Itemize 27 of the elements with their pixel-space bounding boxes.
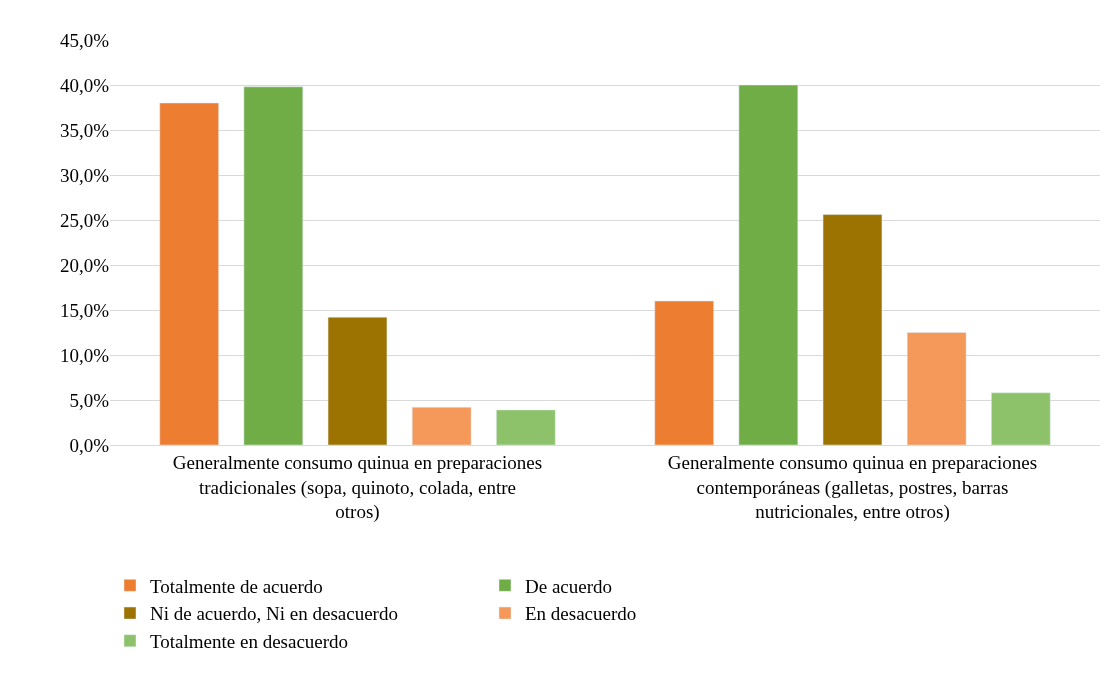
legend-label: Ni de acuerdo, Ni en desacuerdo [150, 603, 398, 625]
y-tick-label: 5,0% [69, 389, 110, 411]
bar [159, 102, 219, 445]
bar [496, 409, 556, 445]
bar [654, 300, 714, 445]
bar [738, 84, 799, 445]
y-tick-label: 15,0% [59, 299, 110, 321]
bar [822, 214, 883, 445]
y-tick-label: 20,0% [59, 254, 110, 276]
y-tick-label: 25,0% [59, 209, 110, 231]
legend-label: En desacuerdo [525, 603, 637, 625]
legend-label: Totalmente en desacuerdo [150, 631, 349, 653]
y-tick-label: 30,0% [59, 164, 110, 186]
bar [411, 406, 472, 445]
y-tick-label: 35,0% [59, 119, 110, 141]
bar [327, 316, 388, 445]
y-tick-label: 45,0% [59, 29, 110, 51]
legend-label: De acuerdo [525, 575, 613, 597]
y-tick-label: 0,0% [69, 434, 110, 456]
bar [906, 332, 967, 445]
y-tick-label: 10,0% [59, 344, 110, 366]
legend-label: Totalmente de acuerdo [150, 575, 323, 597]
bar [243, 86, 304, 445]
bar [991, 392, 1051, 445]
y-tick-label: 40,0% [59, 74, 110, 96]
x-tick-label: Generalmente consumo quinua en preparaciones tradicionales (sopa, quinoto, colada, entre otros) [172, 451, 543, 524]
x-tick-label: Generalmente consumo quinua en preparaciones contemporáneas (galletas, postres, barras nutricionales, entre otros) [667, 451, 1038, 524]
